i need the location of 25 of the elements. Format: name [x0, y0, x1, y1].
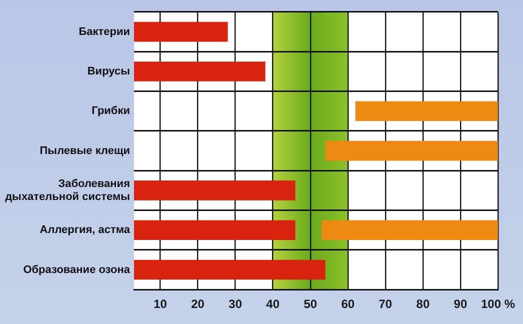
- x-tick-label: 100 %: [480, 297, 516, 312]
- y-tick-label: Пылевые клещи: [40, 144, 130, 157]
- x-tick-label: 50: [304, 297, 318, 312]
- x-tick-label: 90: [454, 297, 468, 312]
- bar: [134, 22, 228, 42]
- x-tick-label: 70: [378, 297, 392, 312]
- y-tick-label: Аллергия, астма: [40, 224, 131, 236]
- bar: [134, 260, 326, 280]
- x-tick-label: 30: [228, 297, 242, 312]
- y-tick-label: Бактерии: [78, 26, 130, 38]
- y-tick-label: Образование озона: [23, 264, 131, 276]
- x-tick-label: 60: [341, 297, 355, 312]
- bar: [325, 140, 498, 161]
- x-tick-label: 40: [266, 297, 280, 312]
- x-tick-label: 10: [154, 297, 168, 312]
- y-tick-label: Вирусы: [87, 66, 130, 78]
- y-tick-label: Грибки: [92, 105, 130, 118]
- bar: [355, 101, 498, 122]
- bar: [134, 220, 296, 240]
- x-tick-label: 20: [191, 297, 205, 312]
- bar: [322, 220, 498, 240]
- bar: [134, 62, 266, 82]
- y-tick-label: Заболевания дыхательной системы: [5, 178, 130, 204]
- x-tick-label: 80: [416, 297, 430, 312]
- bar: [134, 180, 296, 200]
